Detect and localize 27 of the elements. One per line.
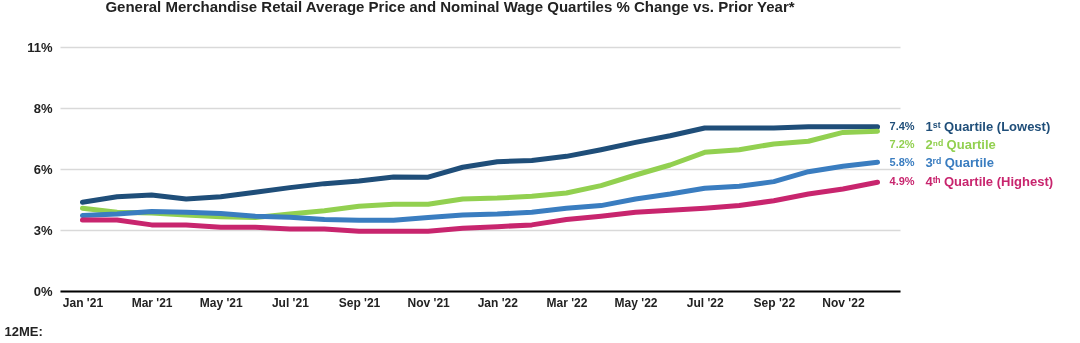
data-label: 7.4%: [889, 119, 915, 132]
y-tick-label: 8%: [33, 100, 53, 116]
text: 3ʳᵈ Quartile: [925, 154, 994, 170]
y-tick-label: 0%: [33, 283, 53, 299]
data-label: 4.9%: [889, 175, 915, 188]
text: 2ⁿᵈ Quartile: [925, 136, 996, 152]
x-tick-label: Jan '21: [62, 295, 104, 310]
chart-title: General Merchandise Retail Average Price and Nominal Wage Quartiles % Change vs. Prior Year*: [105, 0, 795, 15]
y-tick-label: 6%: [33, 161, 53, 177]
data-label: 7.2%: [889, 137, 915, 150]
x-tick-label: Jan '22: [477, 295, 519, 310]
x-tick-label: Jul '22: [686, 295, 724, 310]
data-label: 5.8%: [889, 155, 915, 168]
x-tick-label: Jul '21: [271, 295, 310, 310]
y-tick-label: 11%: [27, 39, 53, 55]
x-tick-label: Nov '21: [407, 295, 451, 310]
x-tick-label: Mar '22: [546, 295, 588, 310]
x-tick-label: Sep '22: [753, 295, 796, 310]
text: 1ˢᵗ Quartile (Lowest): [925, 118, 1051, 134]
x-tick-label: Nov '22: [822, 295, 865, 310]
x-tick-label: May '22: [614, 295, 658, 310]
y-tick-label: 3%: [33, 222, 53, 238]
x-tick-label: Mar '21: [131, 295, 173, 310]
x-tick-label: Sep '21: [338, 295, 381, 310]
x-axis-title: 12ME:: [4, 323, 43, 339]
text: 4ᵗʰ Quartile (Highest): [925, 174, 1054, 190]
x-tick-label: May '21: [199, 295, 243, 310]
